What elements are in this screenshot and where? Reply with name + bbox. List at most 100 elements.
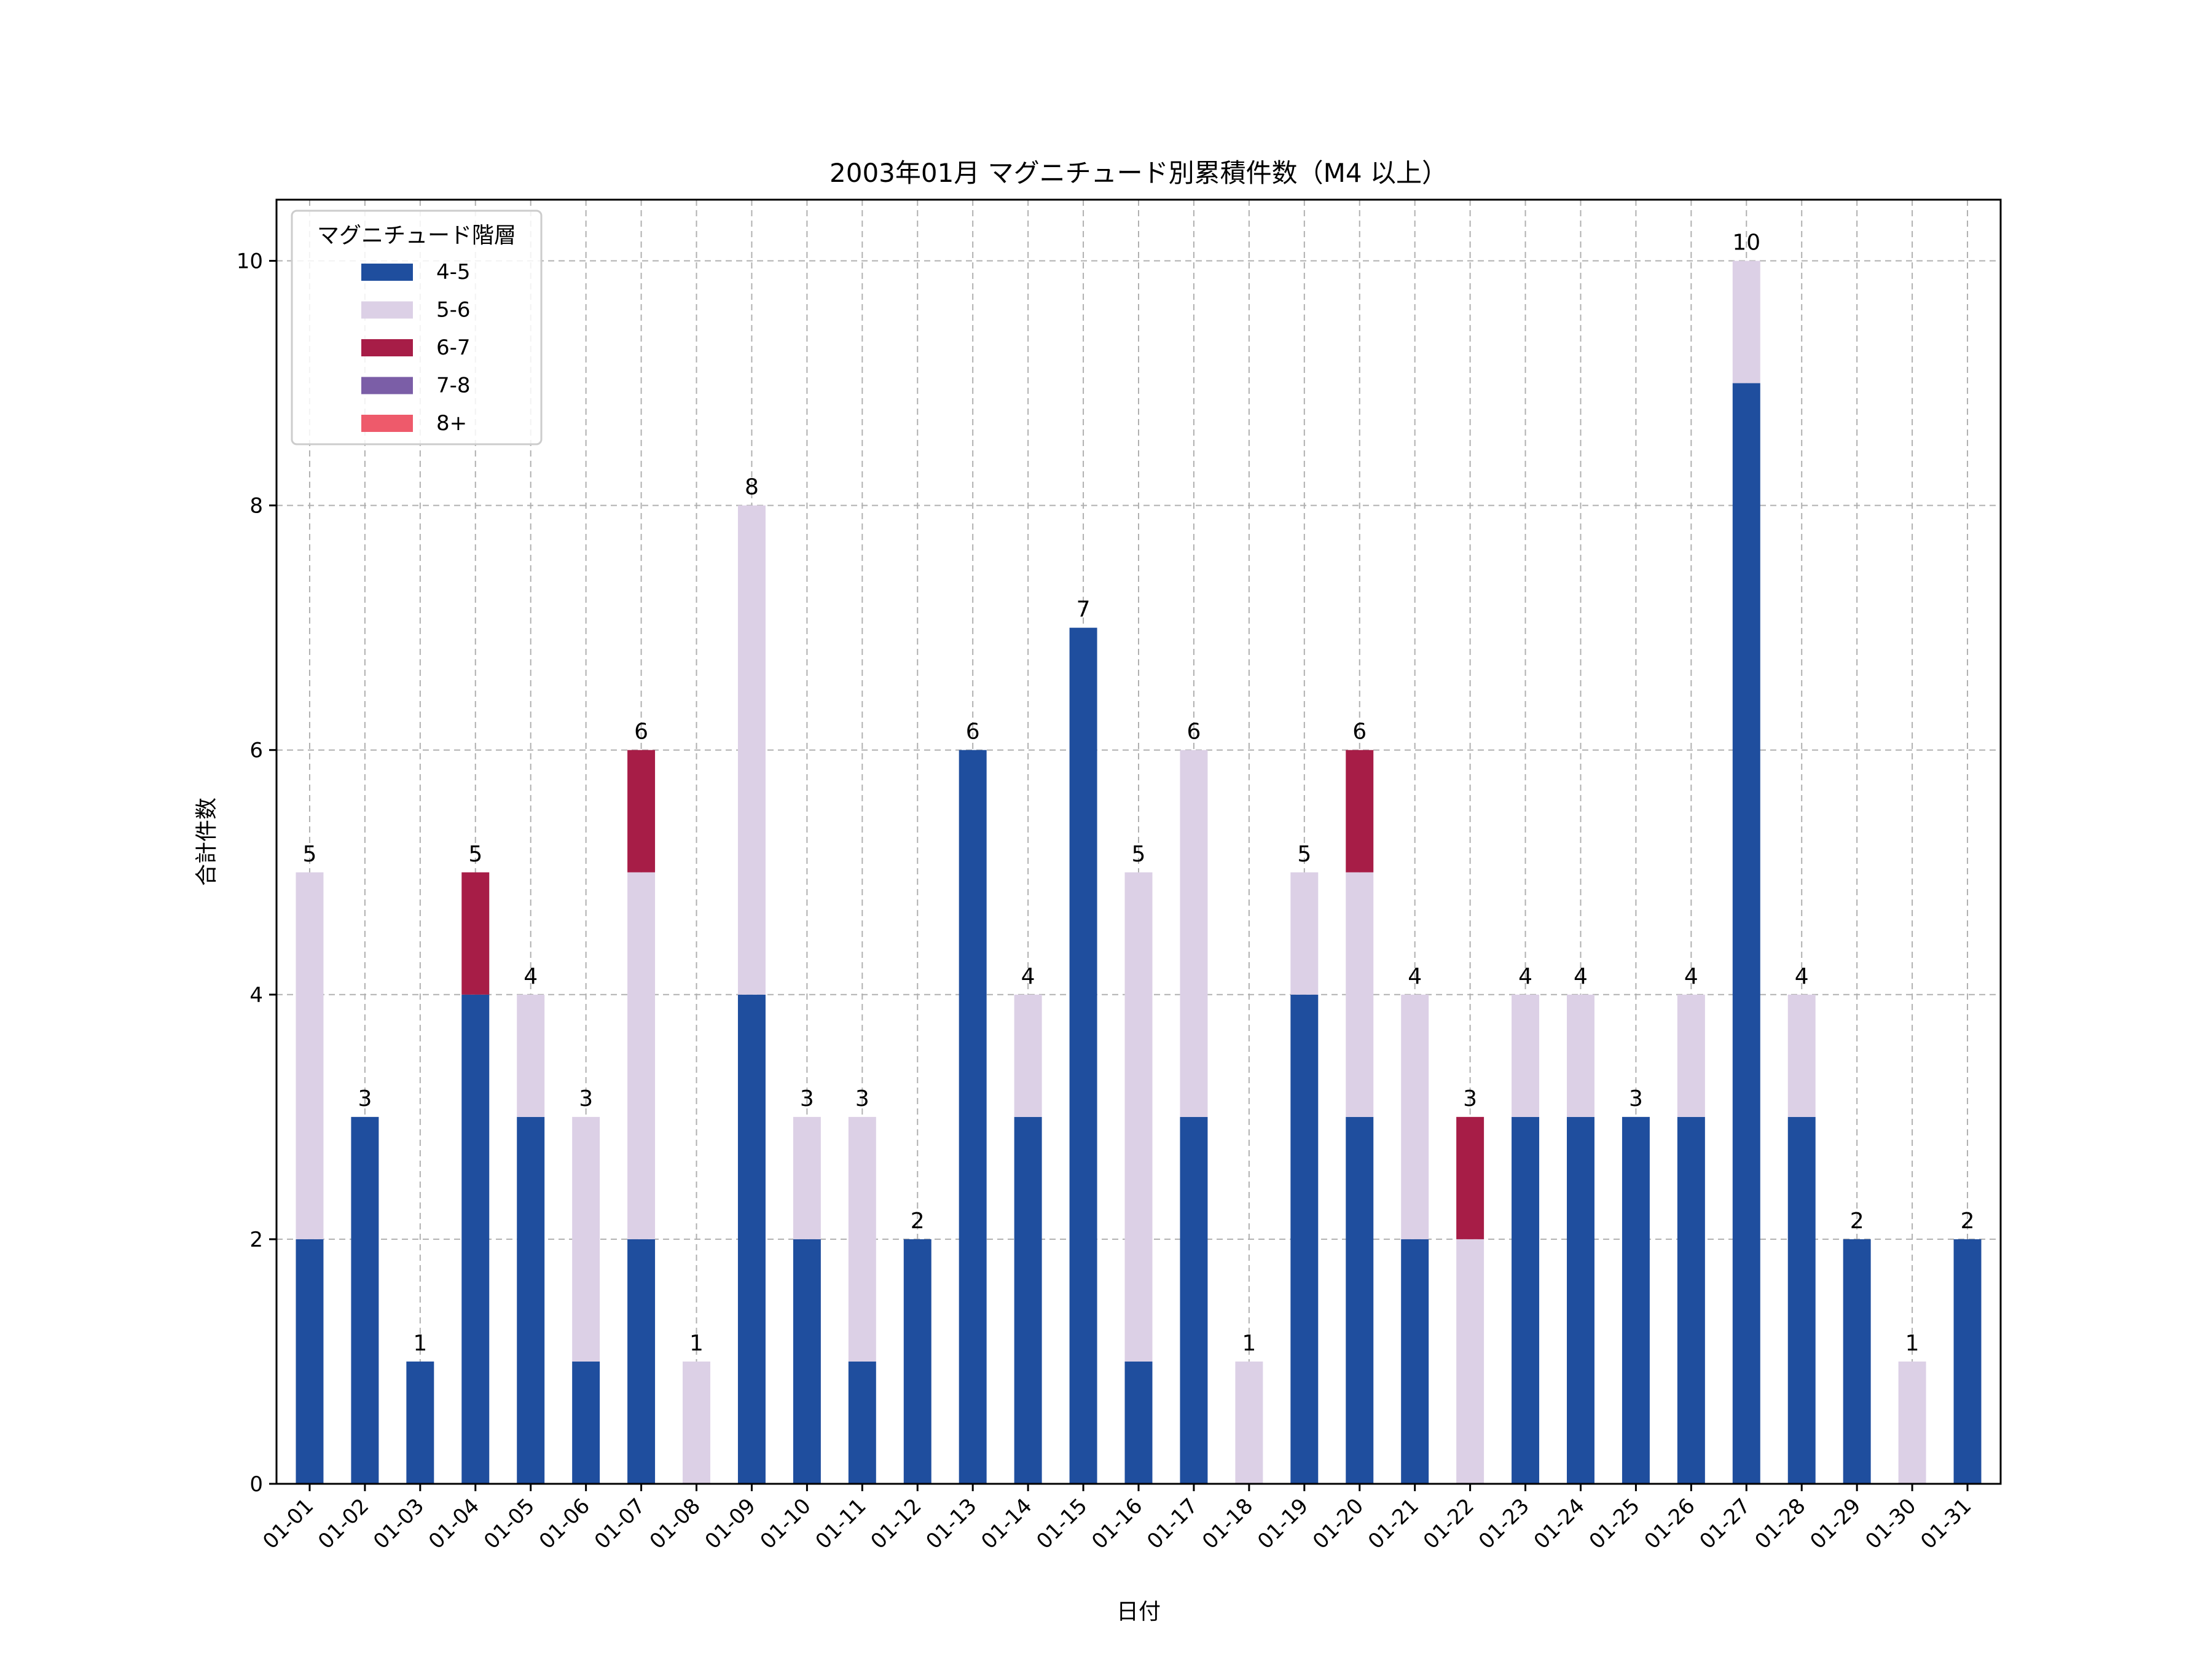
x-tick-label-01-11: 01-11 [811,1494,871,1554]
bar-segment-4-5-01-16 [1124,1361,1153,1484]
bar-segment-4-5-01-03 [406,1361,434,1484]
bar-segment-5-6-01-05 [517,994,545,1117]
x-tick-label-01-18: 01-18 [1198,1494,1258,1554]
bar-segment-5-6-01-07 [627,872,656,1239]
total-label-01-05: 4 [524,964,538,989]
bar-segment-4-5-01-28 [1787,1116,1816,1484]
bar-segment-4-5-01-20 [1346,1116,1374,1484]
x-tick-label-01-19: 01-19 [1253,1494,1313,1554]
x-tick-label-01-25: 01-25 [1585,1494,1645,1554]
x-tick-label-01-28: 01-28 [1750,1494,1810,1554]
legend-swatch-5-6 [361,301,413,319]
total-label-01-12: 2 [911,1209,925,1234]
x-tick-label-01-22: 01-22 [1419,1494,1479,1554]
total-label-01-17: 6 [1186,719,1201,745]
bar-segment-4-5-01-02 [351,1116,379,1484]
bar-segment-6-7-01-20 [1346,750,1374,872]
total-label-01-28: 4 [1795,964,1809,989]
total-label-01-06: 3 [579,1086,593,1111]
data-labels: 5 3 1 5 4 3 6 1 8 3 3 2 6 4 7 5 6 1 5 6 4 3 4 4 3 4 10 4 2 1 2 [303,230,1975,1356]
bar-segment-4-5-01-07 [627,1239,656,1484]
total-label-01-03: 1 [413,1331,427,1356]
x-tick-label-01-13: 01-13 [921,1494,981,1554]
bar-segment-5-6-01-10 [793,1116,821,1239]
total-label-01-14: 4 [1021,964,1035,989]
x-tick-label-01-12: 01-12 [866,1494,926,1554]
bar-segment-5-6-01-01 [296,872,324,1239]
total-label-01-04: 5 [468,842,482,867]
total-label-01-07: 6 [634,719,648,745]
chart-title: 2003年01月 マグニチュード別累積件数（M4 以上） [830,158,1448,188]
bar-segment-6-7-01-22 [1456,1116,1484,1239]
bar-segment-5-6-01-19 [1290,872,1319,995]
bar-segment-4-5-01-12 [903,1239,931,1484]
bar-segment-5-6-01-24 [1567,994,1594,1117]
bar-segment-5-6-01-26 [1677,994,1705,1117]
total-label-01-21: 4 [1408,964,1422,989]
total-label-01-31: 2 [1961,1209,1975,1234]
legend-frame [291,210,543,445]
x-tick-label-01-23: 01-23 [1474,1494,1534,1554]
x-tick-label-01-27: 01-27 [1695,1494,1755,1554]
bar-segment-4-5-01-10 [793,1239,821,1484]
y-tick-label: 0 [249,1472,263,1497]
bar-segment-5-6-01-30 [1898,1361,1926,1484]
bar-segment-4-5-01-04 [461,994,490,1484]
legend-label-5-6: 5-6 [436,298,471,323]
legend-label-4-5: 4-5 [436,260,471,284]
total-label-01-30: 1 [1905,1331,1920,1356]
bar-segment-4-5-01-27 [1732,383,1760,1484]
y-tick-label: 10 [237,249,263,274]
x-tick-label-01-07: 01-07 [590,1494,650,1554]
bar-segment-4-5-01-13 [959,750,987,1484]
legend-label-8+: 8+ [436,411,467,436]
x-tick-label-01-29: 01-29 [1805,1494,1865,1554]
bar-segment-4-5-01-23 [1512,1116,1540,1484]
bar-segment-5-6-01-09 [737,505,766,995]
x-tick-label-01-02: 01-02 [313,1494,374,1554]
bar-segment-4-5-01-14 [1014,1116,1042,1484]
total-label-01-23: 4 [1518,964,1532,989]
x-tick-label-01-06: 01-06 [535,1494,595,1554]
total-label-01-09: 8 [745,475,759,500]
bar-segment-5-6-01-27 [1732,261,1760,383]
bar-segment-4-5-01-29 [1843,1239,1871,1484]
total-label-01-24: 4 [1574,964,1588,989]
total-label-01-13: 6 [966,719,980,745]
total-label-01-15: 7 [1077,597,1091,622]
bar-segment-4-5-01-21 [1401,1239,1429,1484]
x-tick-label-01-04: 01-04 [424,1494,484,1554]
total-label-01-18: 1 [1242,1331,1256,1356]
x-tick-label-01-15: 01-15 [1032,1494,1092,1554]
legend: マグニチュード階層 4-5 5-6 6-7 7-8 8+ [291,210,543,445]
bar-segment-4-5-01-25 [1622,1116,1650,1484]
legend-swatch-6-7 [361,339,413,356]
y-tick-label: 8 [249,494,263,519]
bar-segment-5-6-01-18 [1235,1361,1263,1484]
y-axis-title: 合計件数 [194,798,219,886]
bar-segment-5-6-01-11 [848,1116,876,1362]
total-label-01-01: 5 [303,842,317,867]
legend-swatch-8+ [361,415,413,432]
x-tick-label-01-01: 01-01 [258,1494,318,1554]
total-label-01-20: 6 [1352,719,1367,745]
legend-swatch-4-5 [361,264,413,281]
total-label-01-22: 3 [1463,1086,1477,1111]
total-label-01-08: 1 [689,1331,704,1356]
y-tick-label: 2 [249,1228,263,1252]
x-tick-label-01-09: 01-09 [700,1494,761,1554]
x-tick-label-01-24: 01-24 [1529,1494,1590,1554]
bar-segment-5-6-01-28 [1787,994,1816,1117]
bar-segment-4-5-01-15 [1069,627,1097,1484]
bar-segment-4-5-01-09 [737,994,766,1484]
bar-segment-5-6-01-21 [1401,994,1429,1239]
x-axis-title: 日付 [1116,1599,1161,1625]
bar-segment-4-5-01-24 [1567,1116,1594,1484]
bar-segment-5-6-01-17 [1180,750,1208,1117]
bar-segment-4-5-01-17 [1180,1116,1208,1484]
x-tick-label-01-14: 01-14 [976,1494,1037,1554]
legend-swatch-7-8 [361,377,413,394]
bar-segment-4-5-01-05 [517,1116,545,1484]
legend-title: マグニチュード階層 [317,223,516,248]
